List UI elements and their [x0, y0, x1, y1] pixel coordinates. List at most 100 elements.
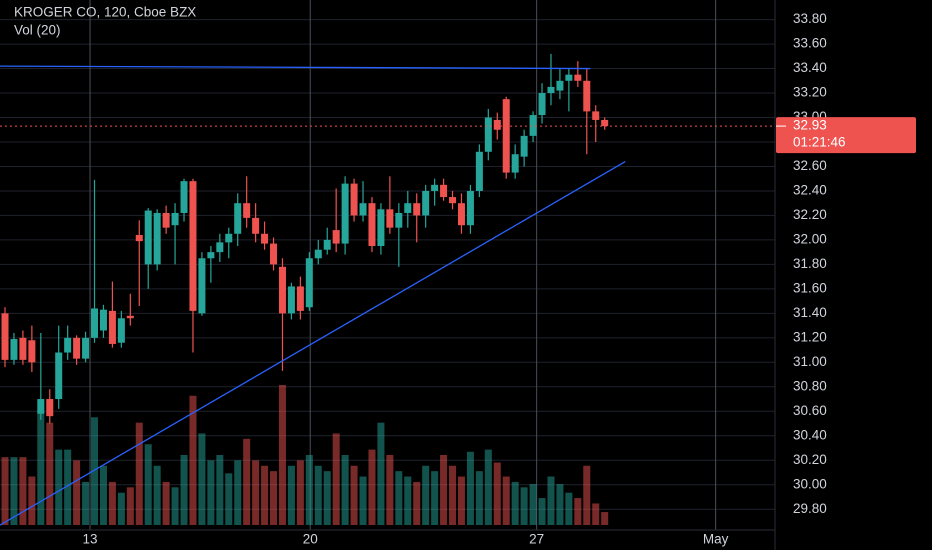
candle-body: [484, 117, 492, 152]
x-tick-label: 13: [83, 532, 98, 547]
candle-body: [431, 184, 439, 191]
candle-body: [350, 183, 358, 216]
volume-bar: [493, 462, 501, 525]
volume-bar: [55, 449, 63, 525]
candle-body: [493, 119, 501, 130]
volume-bar: [287, 465, 295, 525]
candle-body: [520, 135, 528, 157]
volume-bar: [1, 457, 9, 525]
volume-bar: [314, 465, 322, 525]
y-tick-label: 30.20: [793, 452, 827, 467]
candle-body: [55, 352, 63, 400]
candle-body: [207, 252, 215, 259]
candle-body: [216, 242, 224, 253]
candle-body: [529, 115, 537, 136]
volume-bar: [189, 395, 197, 525]
y-tick-label: 33.20: [793, 85, 827, 100]
candle-body: [117, 318, 125, 343]
candle-body: [243, 203, 251, 218]
candle-body: [502, 99, 510, 173]
y-tick-label: 33.60: [793, 36, 827, 51]
candle-body: [449, 197, 457, 204]
candle-body: [225, 233, 233, 243]
volume-bar: [341, 455, 349, 525]
volume-bar: [261, 465, 269, 525]
candle-body: [583, 80, 591, 112]
y-tick-label: 30.80: [793, 378, 827, 393]
candle-body: [278, 266, 286, 314]
volume-bar: [64, 449, 72, 525]
volume-bar: [592, 503, 600, 525]
volume-bar: [225, 473, 233, 525]
candle-body: [574, 74, 582, 81]
candle-body: [162, 212, 170, 228]
trend-line: [0, 65, 591, 70]
y-tick-label: 32.40: [793, 183, 827, 198]
volume-bar: [28, 476, 36, 525]
volume-bar: [395, 471, 403, 525]
volume-bar: [413, 481, 421, 525]
volume-bar: [207, 460, 215, 525]
candle-body: [10, 339, 18, 360]
volume-bar: [73, 460, 81, 525]
volume-bar: [198, 433, 206, 525]
volume-bar: [422, 465, 430, 525]
volume-bar: [529, 484, 537, 525]
volume-bar: [484, 449, 492, 525]
volume-bar: [99, 465, 107, 525]
y-tick-label: 31.20: [793, 329, 827, 344]
y-tick-label: 30.00: [793, 476, 827, 491]
volume-bar: [466, 451, 474, 525]
x-tick-label: 20: [303, 532, 318, 547]
candle-body: [144, 210, 152, 265]
volume-bar: [368, 449, 376, 525]
chart-subtitle: Vol (20): [14, 23, 61, 38]
candle-body: [19, 337, 27, 360]
volume-bar: [252, 460, 260, 525]
volume-bar: [153, 465, 161, 525]
candle-body: [270, 243, 278, 265]
y-tick-label: 31.60: [793, 280, 827, 295]
candle-body: [198, 258, 206, 314]
volume-bar: [46, 422, 54, 525]
candle-body: [601, 119, 609, 127]
volume-bar: [10, 457, 18, 525]
candle-body: [314, 249, 322, 259]
candle-body: [46, 399, 54, 417]
volume-bar: [449, 465, 457, 525]
volume-bar: [323, 471, 331, 525]
candle-body: [440, 184, 448, 198]
volume-bar: [126, 487, 134, 525]
candle-body: [475, 151, 483, 191]
volume-bar: [538, 498, 546, 525]
y-tick-label: 32.20: [793, 207, 827, 222]
candle-body: [82, 337, 90, 359]
candle-body: [261, 233, 269, 244]
candle-body: [180, 181, 188, 213]
countdown-label: 01:21:46: [793, 135, 846, 150]
candle-body: [395, 212, 403, 228]
candle-body: [287, 286, 295, 314]
candle-body: [547, 86, 555, 94]
volume-bar: [574, 498, 582, 525]
volume-bar: [350, 465, 358, 525]
volume-bar: [431, 471, 439, 525]
candle-body: [153, 212, 161, 265]
volume-bar: [19, 457, 27, 525]
candle-body: [64, 337, 72, 353]
last-price-label: 32.93: [793, 118, 827, 133]
volume-bar: [377, 422, 385, 525]
trend-line: [0, 161, 626, 526]
candle-body: [538, 93, 546, 116]
volume-bar: [547, 476, 555, 525]
volume-bar: [108, 481, 116, 525]
candle-body: [189, 181, 197, 311]
volume-bar: [583, 465, 591, 525]
volume-bar: [556, 484, 564, 525]
y-tick-label: 31.40: [793, 305, 827, 320]
candle-body: [37, 399, 45, 414]
volume-bar: [332, 433, 340, 525]
candle-body: [466, 190, 474, 226]
